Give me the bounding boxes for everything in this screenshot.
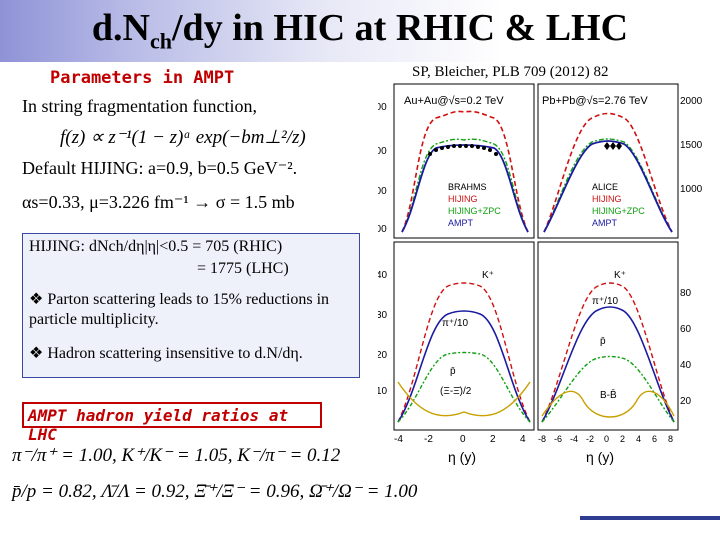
panel-top-right-ytick-2000: 2000	[680, 96, 703, 107]
hijing-multiplicity-line-1: HIJING: dNch/dη|η|<0.5 = 705 (RHIC)	[29, 238, 283, 255]
panel-bottom-left-ytick-40: 40	[378, 270, 388, 281]
panel-bottom-right-frame	[537, 241, 679, 431]
panel-top-right-title: Pb+Pb@√s=2.76 TeV	[542, 95, 648, 107]
legend-hijing: HIJING	[448, 194, 478, 204]
panel-top-left-ampt-line	[401, 144, 529, 233]
label-pi-rhic: π⁺/10	[442, 318, 469, 329]
panel-bottom-left-ytick-10: 10	[378, 386, 388, 397]
panel-bottom-right-xticks: -8 -6 -4 -2 0 2 4 6 8	[538, 434, 673, 444]
panel-bottom-left-pi-line	[397, 310, 531, 423]
legend-alice: ALICE	[592, 182, 618, 192]
panel-top-right-alice-points	[604, 142, 622, 150]
panel-top-right-legend: ALICE HIJING HIJING+ZPC AMPT	[592, 182, 645, 228]
panel-bottom-left-k-plus-line	[397, 282, 531, 423]
panel-bottom-right-pi-line	[541, 306, 675, 423]
label-baryon-lhc: B-B̄	[600, 388, 617, 401]
panel-bottom-left-ytick-30: 30	[378, 310, 388, 321]
hadron-scattering-bullet: ❖ Hadron scattering insensitive to d.N/d…	[29, 345, 303, 362]
label-xi-rhic: (Ξ-Ξ̄)/2	[440, 386, 472, 397]
legend-hijing-zpc-lhc: HIJING+ZPC	[592, 206, 645, 216]
parameters-heading: Parameters in AMPT	[50, 68, 235, 88]
bottom-rule	[580, 516, 720, 520]
label-pbar-lhc: p̄	[600, 336, 606, 347]
xtick-bl-1: -4	[394, 434, 403, 445]
xtick-br-4: -2	[586, 434, 594, 444]
ratio-line-2: p̄/p = 0.82, Λ̄/Λ = 0.92, Ξ̄⁺/Ξ⁻ = 0.96,…	[12, 481, 418, 502]
panel-top-right-hijing-line	[543, 112, 673, 233]
panel-bottom-right-ytick-80: 80	[680, 288, 692, 299]
panel-bottom-left-pbar-line	[397, 351, 531, 423]
hijing-multiplicity-line-2: = 1775 (LHC)	[197, 260, 289, 277]
ratio-line-1: π⁻/π⁺ = 1.00, K⁺/K⁻ = 1.05, K⁻/π⁻ = 0.12	[12, 445, 341, 466]
legend-brahms: BRAHMS	[448, 182, 487, 192]
xtick-br-8: 6	[652, 434, 657, 444]
panel-bottom-right-ytick-20: 20	[680, 396, 692, 407]
legend-ampt: AMPT	[448, 218, 474, 228]
xtick-br-5: 0	[604, 434, 609, 444]
xtick-bl-5: 4	[520, 434, 526, 445]
panel-bottom-left-xticks: -4 -2 0 2 4	[394, 434, 526, 445]
rapidity-distribution-figure: Au+Au@√s=0.2 TeV 800 600 400 200 BRAHMS …	[378, 83, 703, 465]
panel-top-left-legend: BRAHMS HIJING HIJING+ZPC AMPT	[448, 182, 501, 228]
xtick-br-9: 8	[668, 434, 673, 444]
panel-top-right-ytick-1000: 1000	[680, 184, 703, 195]
panel-top-left-brahms-points	[428, 144, 498, 156]
xtick-br-3: -4	[570, 434, 578, 444]
panel-bottom-left-xlabel: η (y)	[448, 449, 476, 465]
label-pi-lhc: π⁺/10	[592, 296, 619, 307]
parton-scattering-bullet: ❖ Parton scattering leads to 15% reducti…	[29, 291, 330, 328]
legend-hijing-lhc: HIJING	[592, 194, 622, 204]
xtick-br-7: 4	[636, 434, 641, 444]
xtick-br-6: 2	[620, 434, 625, 444]
panel-top-left-ytick-200: 200	[378, 224, 387, 235]
citation: SP, Bleicher, PLB 709 (2012) 82	[412, 64, 609, 80]
panel-top-left-ytick-400: 400	[378, 186, 387, 197]
panel-top-right-frame	[537, 83, 679, 239]
panel-bottom-right-pbar-line	[541, 355, 675, 423]
panel-top-left-title: Au+Au@√s=0.2 TeV	[404, 95, 504, 107]
legend-ampt-lhc: AMPT	[592, 218, 618, 228]
xtick-bl-4: 2	[490, 434, 496, 445]
panel-bottom-right-k-plus-line	[541, 282, 675, 423]
panel-top-left-ytick-800: 800	[378, 102, 387, 113]
panel-bottom-right-labels: K⁺ π⁺/10 p̄ B-B̄	[592, 270, 626, 401]
xtick-br-2: -6	[554, 434, 562, 444]
fragmentation-formula: f(z) ∝ z⁻¹(1 − z)ᵃ exp(−bm⊥²/z)	[60, 127, 306, 148]
panel-bottom-right-xlabel: η (y)	[586, 449, 614, 465]
panel-bottom-left-xi-line	[397, 381, 531, 417]
panel-bottom-right-ytick-60: 60	[680, 324, 692, 335]
ampt-ratios-heading: AMPT hadron yield ratios at LHC	[28, 406, 289, 444]
label-k-plus-rhic: K⁺	[482, 270, 494, 281]
legend-hijing-zpc: HIJING+ZPC	[448, 206, 501, 216]
panel-top-right-ytick-1500: 1500	[680, 140, 703, 151]
panel-top-right-ampt-line	[543, 140, 673, 233]
hijing-default-text: Default HIJING: a=0.9, b=0.5 GeV⁻².	[22, 158, 298, 178]
slide-title: d.Nch/dy in HIC at RHIC & LHC	[91, 7, 629, 54]
panel-bottom-left-frame	[393, 241, 535, 431]
panel-bottom-left-labels: K⁺ π⁺/10 p̄ (Ξ-Ξ̄)/2	[440, 270, 494, 397]
panel-top-left-ytick-600: 600	[378, 146, 387, 157]
xtick-br-1: -8	[538, 434, 546, 444]
xtick-bl-3: 0	[460, 434, 466, 445]
alpha-mu-sigma-text: αs=0.33, μ=3.226 fm⁻¹ → σ = 1.5 mb	[22, 192, 295, 212]
label-pbar-rhic: p̄	[450, 366, 456, 377]
header-band	[0, 0, 720, 62]
hijing-multiplicity-box: HIJING: dNch/dη|η|<0.5 = 705 (RHIC) = 17…	[22, 233, 360, 378]
panel-bottom-right-baryon-line	[541, 390, 675, 418]
label-k-plus-lhc: K⁺	[614, 270, 626, 281]
panel-top-left-hijing-zpc-line	[401, 138, 529, 233]
ampt-ratios-box: AMPT hadron yield ratios at LHC	[22, 402, 322, 444]
panel-bottom-left-ytick-20: 20	[378, 350, 388, 361]
string-fragmentation-text: In string fragmentation function,	[22, 96, 257, 116]
xtick-bl-2: -2	[424, 434, 433, 445]
panel-bottom-right-ytick-40: 40	[680, 360, 692, 371]
